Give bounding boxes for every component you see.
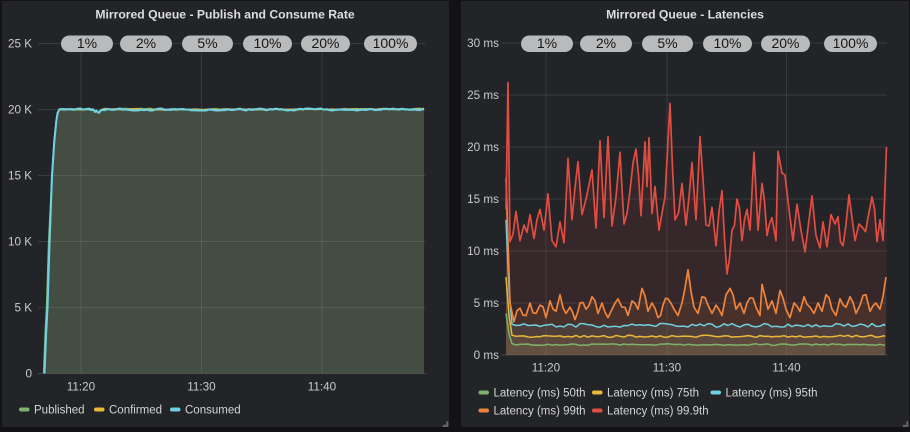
svg-text:15 ms: 15 ms <box>467 193 499 206</box>
svg-text:11:30: 11:30 <box>187 381 216 394</box>
svg-text:5%: 5% <box>657 35 677 51</box>
svg-text:Mirrored Queue - Latencies: Mirrored Queue - Latencies <box>606 8 764 22</box>
svg-text:11:40: 11:40 <box>308 381 337 394</box>
svg-text:2%: 2% <box>136 35 156 51</box>
svg-text:5 K: 5 K <box>14 302 32 315</box>
svg-text:20%: 20% <box>771 35 799 51</box>
svg-text:0 ms: 0 ms <box>474 349 499 362</box>
svg-text:10 K: 10 K <box>8 236 32 249</box>
svg-text:Latency (ms) 95th: Latency (ms) 95th <box>726 387 818 399</box>
svg-text:11:20: 11:20 <box>67 381 96 394</box>
svg-text:30 ms: 30 ms <box>467 37 499 50</box>
svg-text:20%: 20% <box>311 35 339 51</box>
svg-text:100%: 100% <box>373 35 409 51</box>
svg-text:10 ms: 10 ms <box>467 245 499 258</box>
svg-text:10%: 10% <box>253 35 281 51</box>
svg-text:15 K: 15 K <box>8 170 32 183</box>
svg-text:5%: 5% <box>197 35 217 51</box>
svg-text:Latency (ms) 50th: Latency (ms) 50th <box>494 387 586 399</box>
svg-text:Latency (ms) 99.9th: Latency (ms) 99.9th <box>607 405 709 417</box>
svg-text:Mirrored Queue - Publish and C: Mirrored Queue - Publish and Consume Rat… <box>95 8 355 22</box>
svg-text:100%: 100% <box>833 35 869 51</box>
svg-text:20 ms: 20 ms <box>467 141 499 154</box>
svg-text:0: 0 <box>25 368 32 381</box>
svg-text:1%: 1% <box>537 35 557 51</box>
svg-text:Latency (ms) 99th: Latency (ms) 99th <box>494 405 586 417</box>
svg-text:11:40: 11:40 <box>772 362 801 375</box>
svg-text:10%: 10% <box>713 35 741 51</box>
svg-text:Consumed: Consumed <box>185 404 241 416</box>
svg-text:11:30: 11:30 <box>653 362 682 375</box>
svg-text:1%: 1% <box>77 35 97 51</box>
svg-text:20 K: 20 K <box>8 104 32 117</box>
svg-text:5 ms: 5 ms <box>474 297 499 310</box>
svg-text:2%: 2% <box>596 35 616 51</box>
svg-text:Published: Published <box>34 404 85 416</box>
svg-text:Latency (ms) 75th: Latency (ms) 75th <box>607 387 699 399</box>
svg-text:25 K: 25 K <box>8 38 32 51</box>
svg-text:Confirmed: Confirmed <box>109 404 162 416</box>
svg-text:11:20: 11:20 <box>532 362 561 375</box>
svg-text:25 ms: 25 ms <box>467 89 499 102</box>
